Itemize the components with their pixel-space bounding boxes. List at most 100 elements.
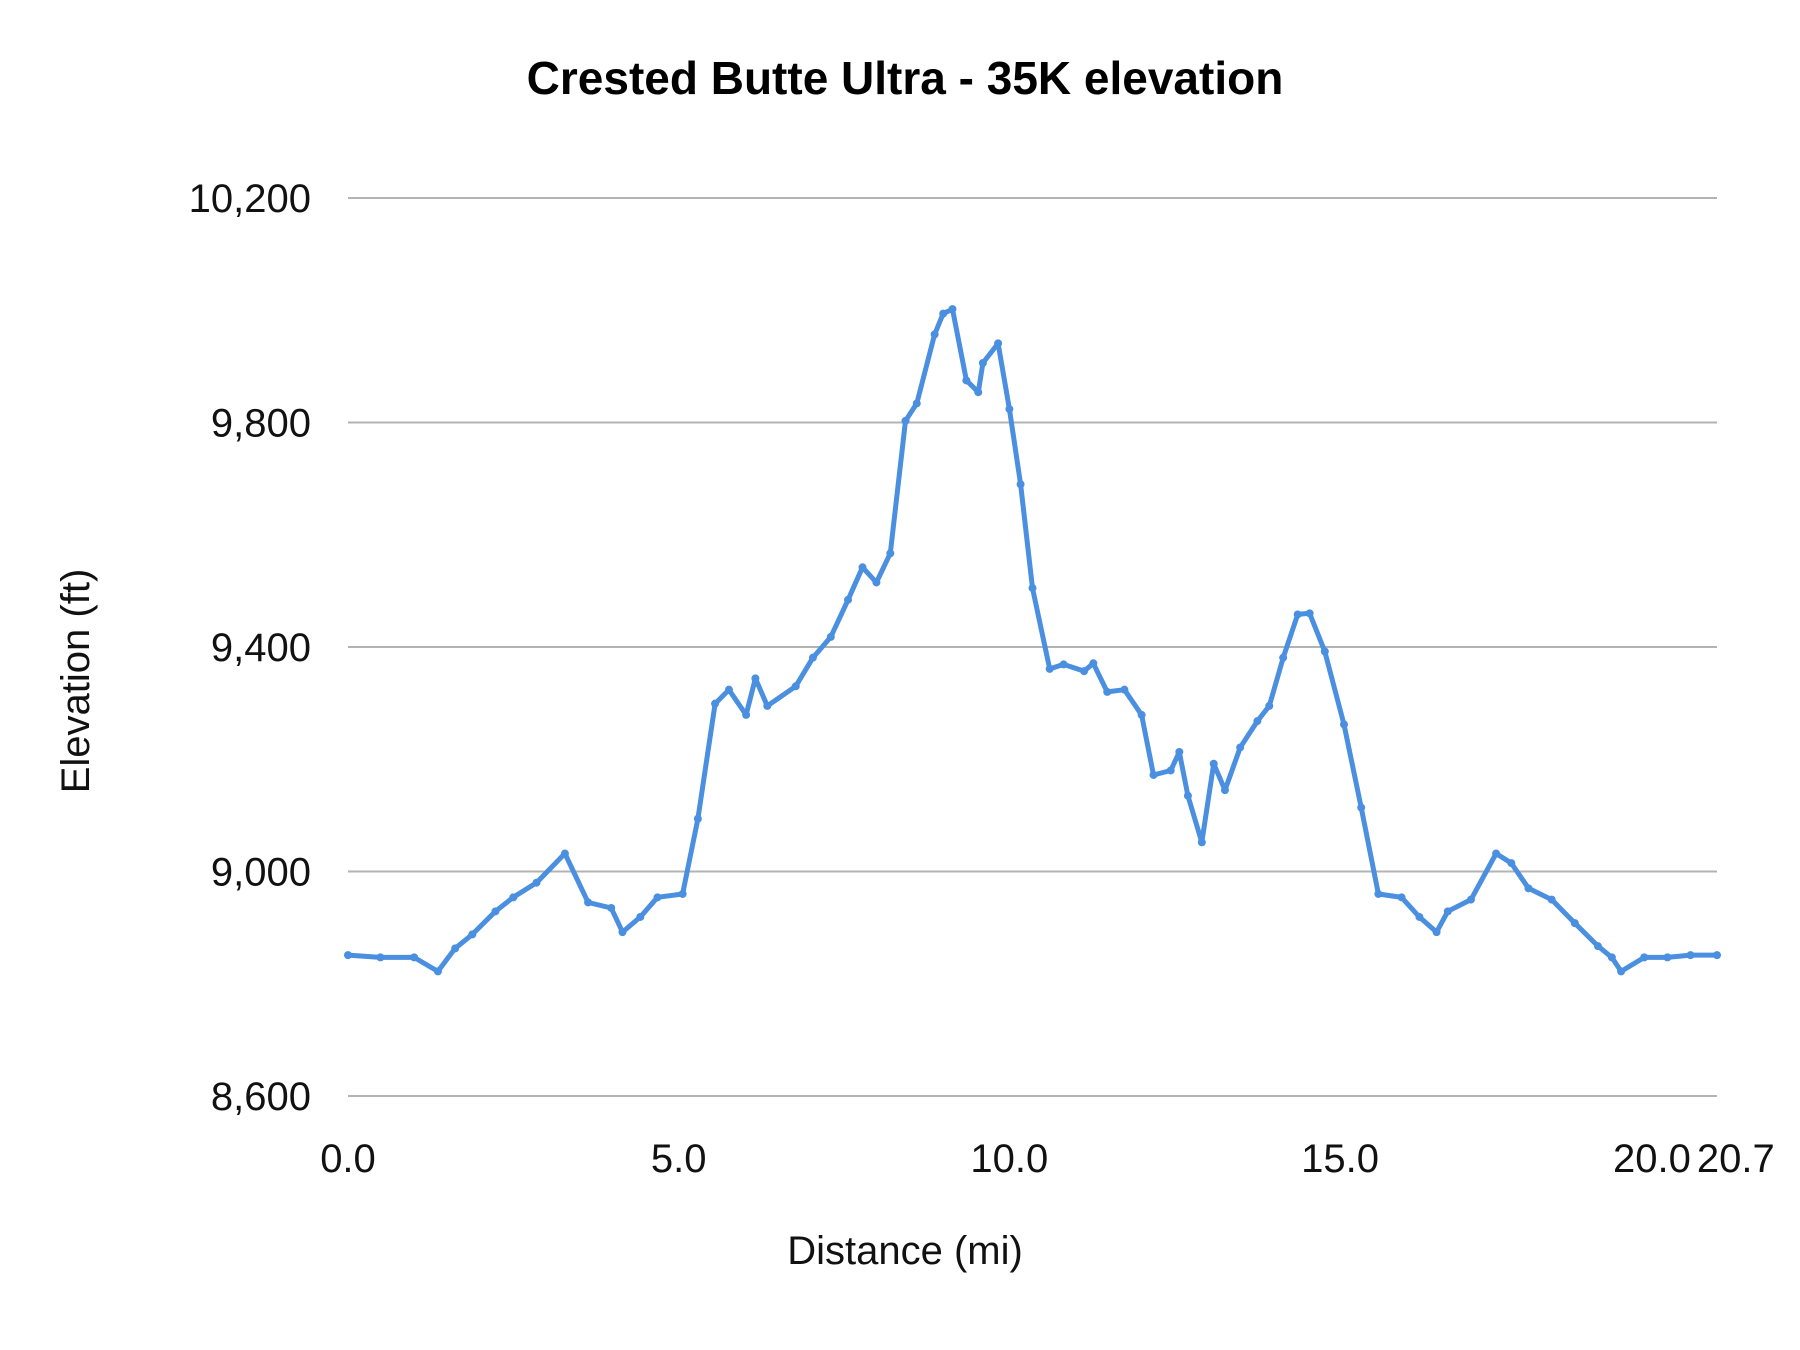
data-point <box>468 930 477 939</box>
data-point <box>751 674 760 683</box>
data-point <box>1617 967 1626 976</box>
data-point <box>1357 803 1366 812</box>
data-point <box>1374 889 1383 898</box>
data-point <box>808 653 817 662</box>
data-point <box>532 878 541 887</box>
y-tick-label: 8,600 <box>211 1075 311 1119</box>
data-point <box>1045 664 1054 673</box>
data-point <box>1236 743 1245 752</box>
data-point <box>711 699 720 708</box>
y-tick-label: 9,000 <box>211 851 311 895</box>
data-point <box>1175 747 1184 756</box>
x-tick-label: 10.0 <box>970 1137 1048 1181</box>
data-point <box>724 685 733 694</box>
data-point <box>974 388 983 397</box>
data-point <box>763 701 772 710</box>
data-point <box>948 305 957 314</box>
x-tick-label: 20.7 <box>1697 1137 1775 1181</box>
data-point <box>410 953 419 962</box>
data-point <box>1016 480 1025 489</box>
y-axis-ticks: 8,600 9,000 9,400 9,800 10,200 <box>189 177 311 1119</box>
data-point <box>1120 685 1129 694</box>
data-point <box>1103 687 1112 696</box>
data-point <box>344 951 352 960</box>
data-point <box>1339 720 1348 729</box>
data-point <box>653 893 662 902</box>
data-point <box>1293 610 1302 619</box>
data-point <box>451 944 460 953</box>
data-point <box>1305 609 1314 618</box>
data-point <box>584 898 593 907</box>
data-point <box>1059 660 1068 669</box>
data-point <box>1137 710 1146 719</box>
data-point <box>1397 893 1406 902</box>
data-point <box>693 814 702 823</box>
data-point <box>1432 928 1441 937</box>
data-point <box>930 330 939 339</box>
x-tick-label: 15.0 <box>1301 1137 1379 1181</box>
y-axis-label: Elevation (ft) <box>54 569 98 794</box>
data-point <box>1524 884 1533 893</box>
data-point <box>678 889 687 898</box>
data-point <box>433 967 442 976</box>
chart-title: Crested Butte Ultra - 35K elevation <box>527 52 1284 104</box>
y-tick-label: 9,800 <box>211 402 311 446</box>
data-point <box>886 549 895 558</box>
data-point <box>791 682 800 691</box>
elevation-line <box>345 306 1720 974</box>
data-point <box>912 399 921 408</box>
data-point <box>1197 838 1206 847</box>
data-point <box>607 903 616 912</box>
x-tick-label: 20.0 <box>1613 1137 1691 1181</box>
data-point <box>1640 953 1649 962</box>
data-point <box>1089 659 1098 668</box>
x-axis-ticks: 0.0 5.0 10.0 15.0 20.0 20.7 <box>320 1137 1775 1181</box>
x-tick-label: 0.0 <box>320 1137 376 1181</box>
y-tick-label: 9,400 <box>211 626 311 670</box>
data-point <box>939 309 948 318</box>
data-point <box>1320 647 1329 656</box>
data-point <box>1492 849 1501 858</box>
data-point <box>560 849 569 858</box>
data-point <box>1253 717 1262 726</box>
data-point <box>858 563 867 572</box>
data-point <box>1209 759 1218 768</box>
data-point <box>1166 766 1175 775</box>
data-point <box>1149 770 1158 779</box>
data-point <box>1183 791 1192 800</box>
data-point <box>1265 701 1274 710</box>
data-point <box>1686 951 1695 960</box>
data-point <box>1466 895 1475 904</box>
data-point <box>1005 405 1014 414</box>
data-point <box>1570 919 1579 928</box>
data-point <box>1593 942 1602 951</box>
data-point <box>1080 667 1089 676</box>
data-point <box>1607 953 1616 962</box>
data-point <box>843 595 852 604</box>
data-point <box>1713 951 1721 960</box>
data-point <box>994 339 1003 348</box>
data-point <box>491 907 500 916</box>
gridlines <box>348 197 1717 1097</box>
data-point <box>1443 907 1452 916</box>
data-point <box>742 710 751 719</box>
y-tick-label: 10,200 <box>189 177 311 221</box>
data-point <box>1547 895 1556 904</box>
data-point <box>901 416 910 425</box>
data-point <box>636 912 645 921</box>
data-point <box>509 893 518 902</box>
elevation-series <box>344 305 1721 976</box>
data-point <box>826 632 835 641</box>
data-point <box>1220 786 1229 795</box>
data-point <box>1028 584 1037 593</box>
data-point <box>618 928 627 937</box>
data-point <box>1663 953 1672 962</box>
data-point <box>1415 912 1424 921</box>
data-point <box>1279 653 1288 662</box>
x-tick-label: 5.0 <box>651 1137 707 1181</box>
data-point <box>376 953 385 962</box>
x-axis-label: Distance (mi) <box>787 1229 1023 1273</box>
data-point <box>872 578 881 587</box>
data-point <box>1507 859 1516 868</box>
